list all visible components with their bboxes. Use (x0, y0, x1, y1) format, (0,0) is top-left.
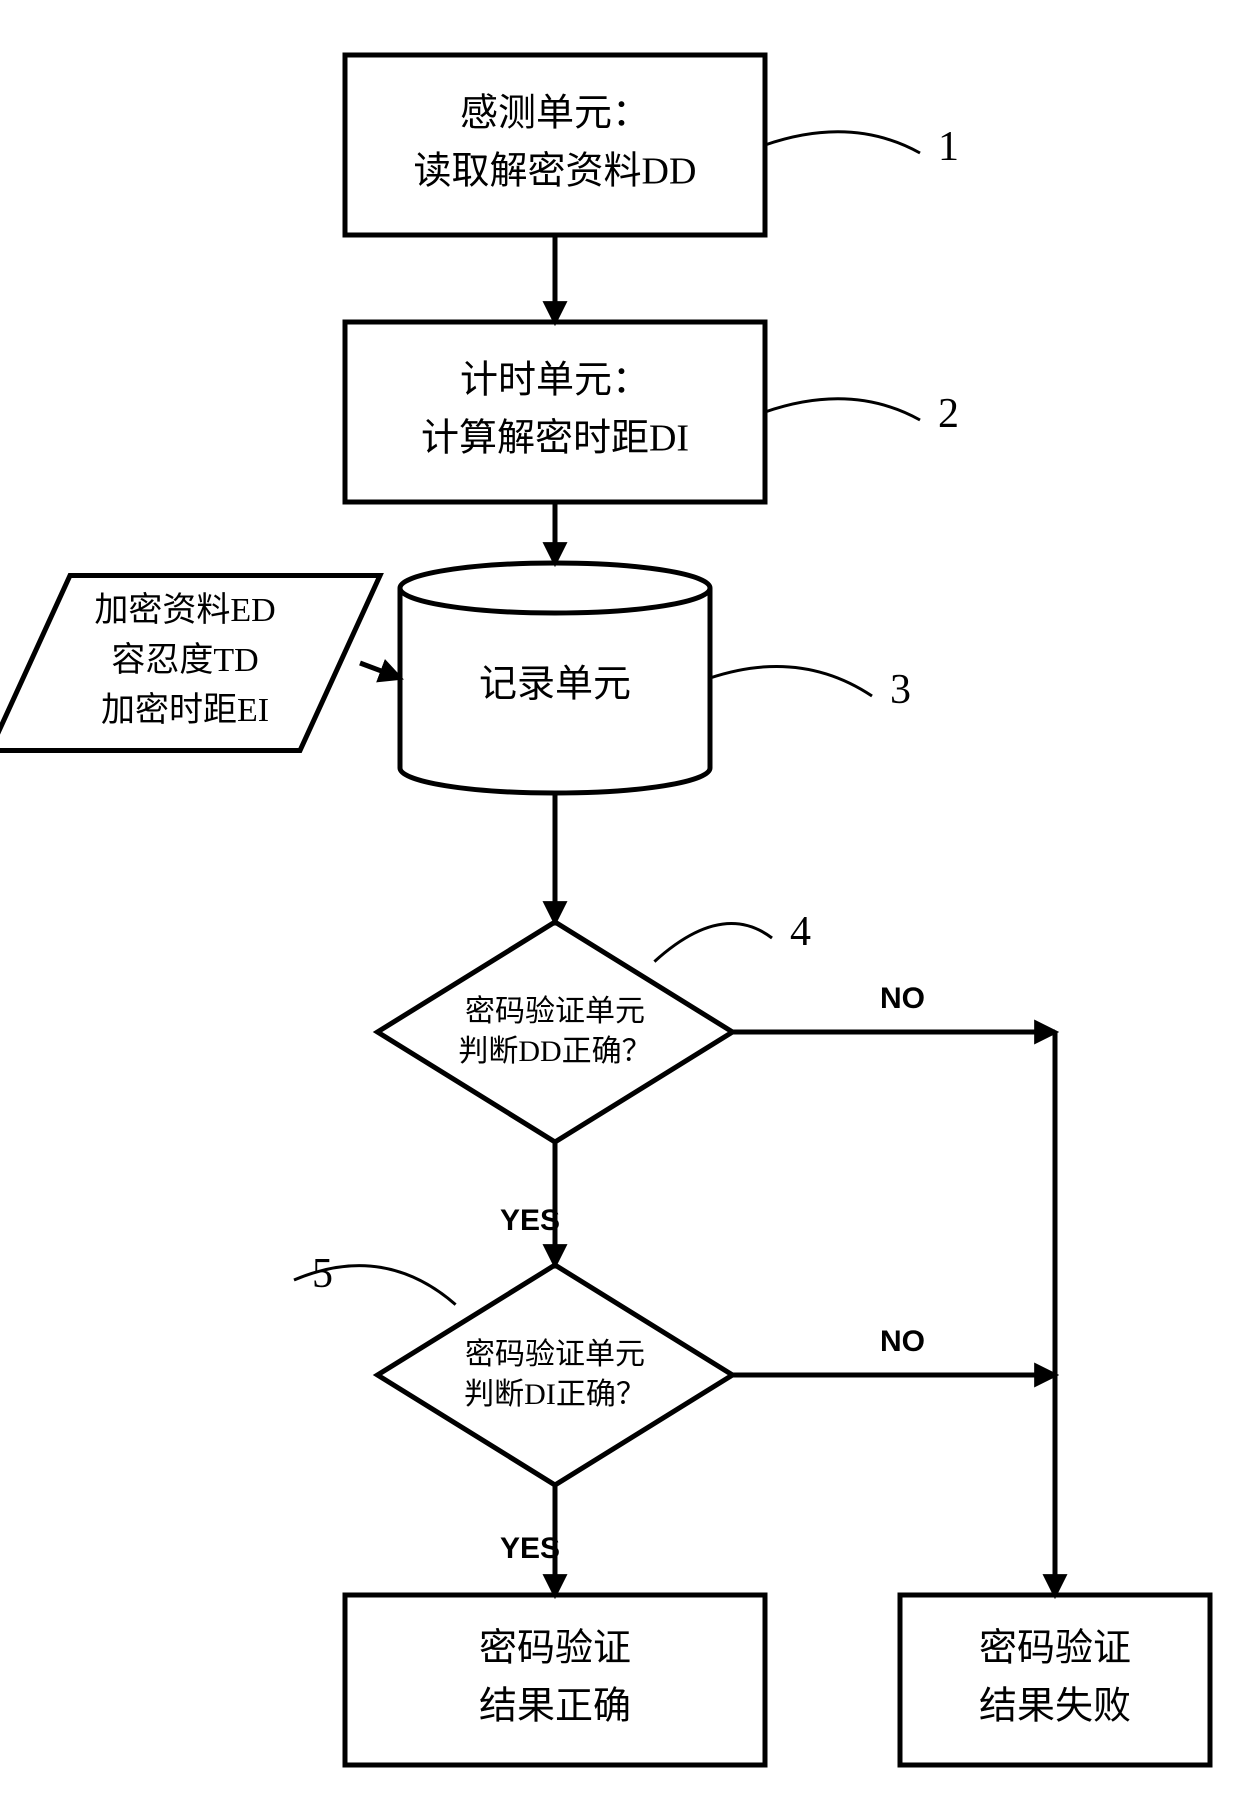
node-n1: 感测单元： 读取解密资料DD 1 (345, 55, 959, 235)
edge-label: YES (500, 1532, 560, 1565)
node-text: 结果正确 (479, 1686, 631, 1728)
ref-number: 2 (938, 391, 959, 437)
node-text: 判断DI正确？ (464, 1378, 646, 1411)
ref-leader (710, 666, 872, 696)
node-text: 读取解密资料DD (414, 151, 697, 193)
node-n5: 密码验证单元判断DI正确？ 5 (294, 1251, 733, 1485)
node-text: 计算解密时距DI (421, 418, 689, 460)
node-text: 密码验证 (979, 1628, 1131, 1670)
node-text: 计时单元： (460, 360, 650, 402)
node-text: 判断DD正确？ (458, 1035, 651, 1068)
node-text: 密码验证单元 (465, 1338, 645, 1371)
ref-number: 1 (938, 124, 959, 170)
edge-label: NO (880, 982, 925, 1015)
ref-leader (765, 399, 920, 420)
ref-number: 4 (790, 909, 811, 955)
node-text: 密码验证 (479, 1628, 631, 1670)
ref-leader (654, 924, 772, 962)
ref-number: 3 (890, 667, 911, 713)
node-n2: 计时单元： 计算解密时距DI 2 (345, 322, 959, 502)
node-text: 加密资料ED (94, 591, 275, 629)
node-text: 感测单元： (460, 93, 650, 135)
node-text: 记录单元 (479, 664, 631, 706)
node-text: 结果失败 (979, 1686, 1131, 1728)
node-n3_input: 加密资料ED 容忍度TD 加密时距EI (0, 576, 380, 751)
ref-number: 5 (312, 1251, 333, 1297)
edge (360, 663, 400, 678)
flowchart-canvas: 感测单元：读取解密资料DD1计时单元：计算解密时距DI2加密资料ED容忍度TD加… (0, 0, 1240, 1795)
node-n4: 密码验证单元判断DD正确？ 4 (378, 909, 812, 1142)
node-text: 加密时距EI (101, 691, 269, 729)
node-text: 密码验证单元 (465, 995, 645, 1028)
ref-leader (765, 132, 920, 153)
node-text: 容忍度TD (111, 641, 258, 679)
node-n_success: 密码验证结果正确 (345, 1595, 765, 1765)
edge-label: YES (500, 1204, 560, 1237)
node-n_fail: 密码验证结果失败 (900, 1595, 1210, 1765)
node-n3: 记录单元 3 (400, 563, 911, 793)
edge-label: NO (880, 1325, 925, 1358)
